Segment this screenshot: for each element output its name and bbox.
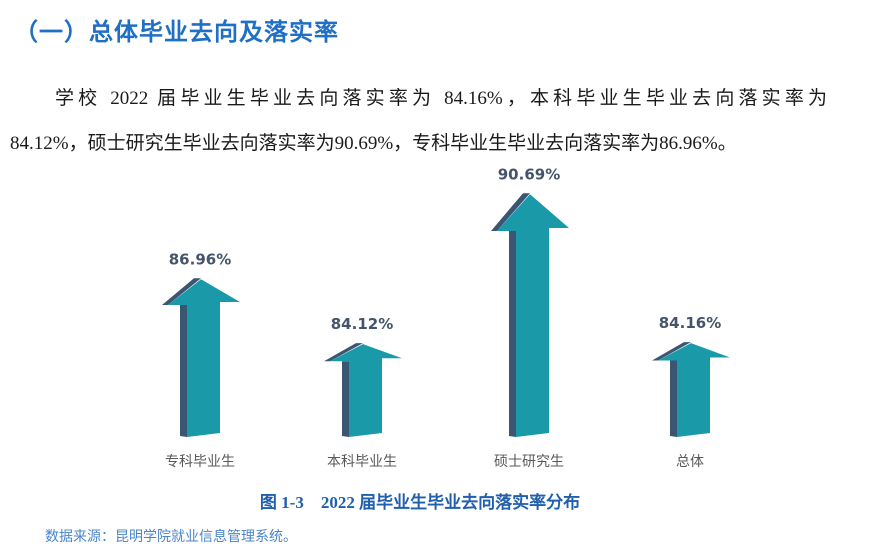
arrow-up-icon <box>658 343 730 437</box>
paragraph-line-1: 学校 2022 届毕业生毕业去向落实率为 84.16%，本科毕业生毕业去向落实率… <box>55 88 827 109</box>
arrow-side-head <box>652 342 691 361</box>
category-label: 总体 <box>676 454 704 470</box>
arrow-up-icon <box>497 194 569 437</box>
arrow-side-head <box>162 278 201 305</box>
arrow-up-icon <box>330 344 402 437</box>
paragraph-line-2: 84.12%，硕士研究生毕业去向落实率为90.69%，专科毕业生毕业去向落实率为… <box>10 133 737 154</box>
arrow-side-shaft <box>509 230 516 437</box>
arrow-side-head <box>491 193 530 231</box>
figure-caption: 图 1-3 2022 届毕业生毕业去向落实率分布 <box>259 493 581 512</box>
category-label: 硕士研究生 <box>494 454 564 470</box>
value-label: 90.69% <box>498 165 560 183</box>
arrow-bar: 90.69% 硕士研究生 <box>491 165 569 470</box>
data-source-note: 数据来源：昆明学院就业信息管理系统。 <box>45 529 297 545</box>
arrow-side-shaft <box>670 360 677 437</box>
category-label: 专科毕业生 <box>165 454 235 470</box>
arrow-side-shaft <box>180 304 187 437</box>
category-label: 本科毕业生 <box>327 454 397 470</box>
value-label: 84.12% <box>331 315 393 333</box>
section-title: （一）总体毕业去向及落实率 <box>14 18 339 46</box>
value-label: 84.16% <box>659 314 721 332</box>
arrow-bar: 86.96% 专科毕业生 <box>162 250 240 470</box>
arrow-up-icon <box>168 279 240 437</box>
arrow-bar-chart: 86.96% 专科毕业生 84.12% 本科毕业生 90.69% 硕士研究生 8… <box>162 165 730 470</box>
arrow-bar: 84.16% 总体 <box>652 314 730 470</box>
value-label: 86.96% <box>169 250 231 268</box>
arrow-bar: 84.12% 本科毕业生 <box>324 315 402 470</box>
arrow-side-head <box>324 343 363 362</box>
arrow-side-shaft <box>342 361 349 437</box>
